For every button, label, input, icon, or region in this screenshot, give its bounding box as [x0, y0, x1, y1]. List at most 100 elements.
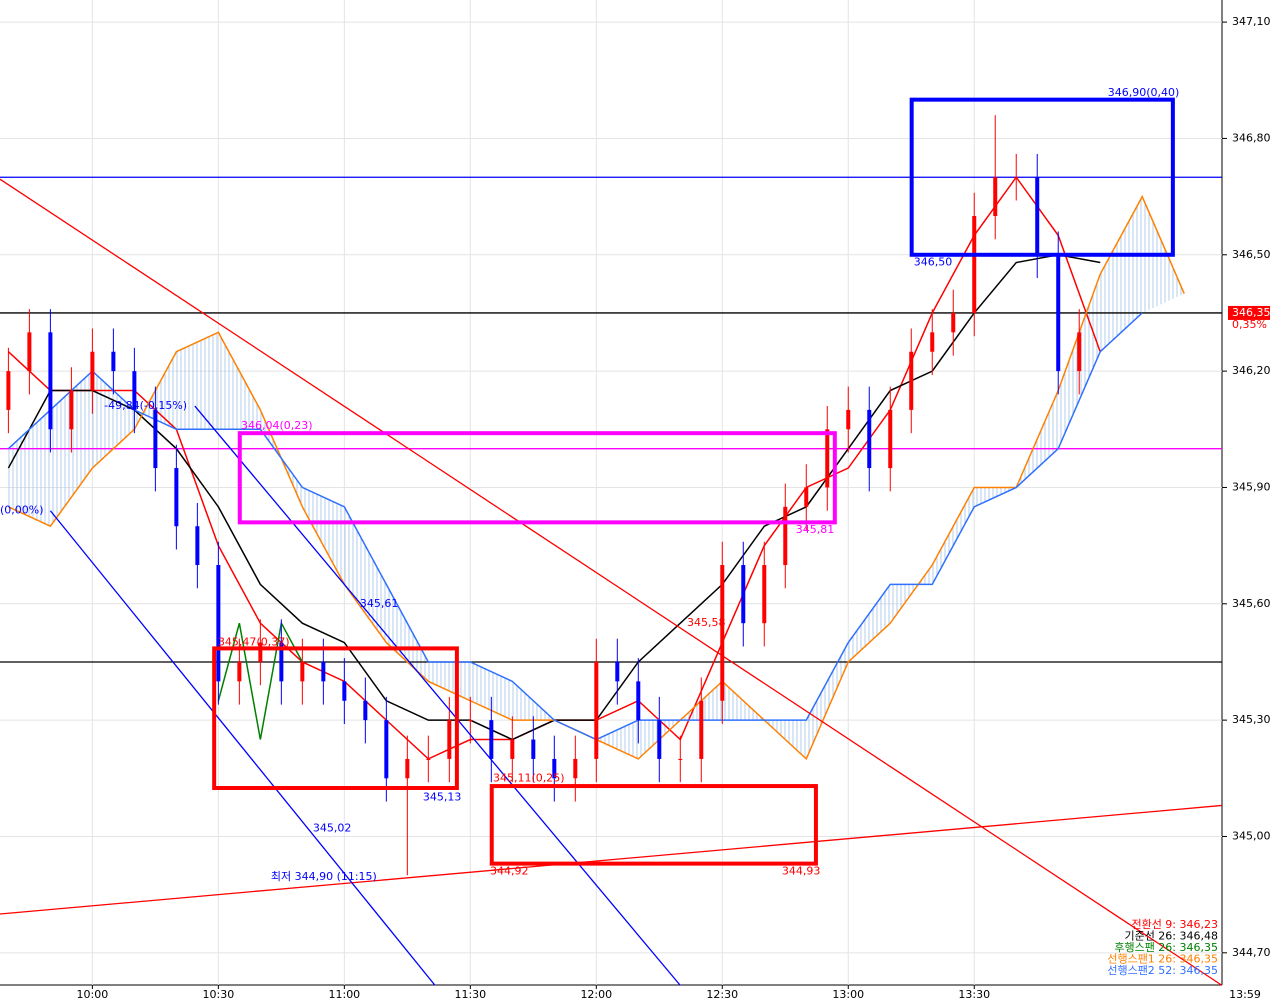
box: [489, 784, 818, 866]
annotation: 345,58: [687, 616, 726, 629]
cloud: [8, 196, 1185, 759]
candle-body: [699, 700, 704, 759]
legend-entry: 기준선 26: 346,48: [1124, 930, 1218, 943]
candle-body: [825, 429, 830, 488]
candle-body: [636, 681, 641, 721]
candle-body: [741, 565, 746, 624]
candle-body: [552, 758, 557, 779]
x-tick-label: 10:00: [77, 988, 109, 1001]
legend-entry: 후행스팬 26: 346,35: [1114, 941, 1218, 954]
y-tick-label: 345,90: [1232, 480, 1270, 493]
candle-body: [594, 661, 599, 759]
candle-body: [657, 720, 662, 759]
candle-body: [1014, 177, 1019, 179]
annotation: 345,02: [313, 822, 352, 835]
annotation: 344,93: [782, 864, 821, 877]
x-tick-label: 10:30: [203, 988, 235, 1001]
candle-body: [1077, 332, 1082, 372]
candle-body: [1056, 254, 1061, 372]
price-tag-label: 346,35: [1232, 306, 1270, 319]
candle-body: [90, 351, 95, 391]
candle-body: [783, 506, 788, 566]
candle-body: [258, 642, 263, 662]
time-label: 13:59: [1229, 988, 1261, 1001]
box: [909, 97, 1175, 257]
candle-body: [510, 739, 515, 759]
y-tick-label: 346,80: [1232, 131, 1270, 144]
candle-body: [69, 390, 74, 430]
annotation: 346,90(0,40): [1108, 86, 1180, 99]
y-tick-label: 347,10: [1232, 15, 1270, 28]
candle-body: [972, 216, 977, 313]
candle-body: [426, 758, 431, 760]
annotation: -49,84(-0,15%): [104, 399, 187, 412]
box: [237, 431, 837, 525]
x-tick-label: 11:00: [328, 988, 360, 1001]
legend-entry: 선행스팬1 26: 346,35: [1107, 953, 1218, 966]
candle-body: [468, 720, 473, 722]
annotation: 346,04(0,23): [241, 419, 313, 432]
y-tick-label: 346,20: [1232, 364, 1270, 377]
y-tick-label: 345,00: [1232, 829, 1270, 842]
candle-body: [384, 720, 389, 779]
annotation: 345,61: [360, 597, 399, 610]
annotation: 345,11(0,25): [493, 771, 565, 784]
y-tick-label: 346,50: [1232, 248, 1270, 261]
candle-body: [615, 661, 620, 682]
annotation: 345,47(0,37): [218, 636, 290, 649]
candle-body: [195, 526, 200, 566]
annotation: 최저 344,90 (11:15): [271, 870, 377, 883]
annotation: (0,00%): [0, 504, 44, 517]
y-tick-label: 345,30: [1232, 713, 1270, 726]
candle-body: [447, 720, 452, 759]
candle-body: [237, 661, 242, 682]
candle-body: [321, 661, 326, 682]
candle-body: [111, 351, 116, 372]
x-tick-label: 11:30: [454, 988, 486, 1001]
plot-area: [0, 0, 1222, 985]
y-tick-label: 344,70: [1232, 946, 1270, 959]
x-tick-label: 13:30: [958, 988, 990, 1001]
candle-body: [930, 332, 935, 352]
legend-entry: 전환선 9: 346,23: [1131, 918, 1218, 931]
trend-line: [0, 804, 1223, 915]
candle-body: [888, 409, 893, 469]
trend-line: [194, 405, 681, 986]
box: [212, 646, 459, 790]
candle-body: [1035, 177, 1040, 255]
legend-entry: 선행스팬2 52: 346,35: [1107, 964, 1218, 977]
trend-line: [0, 178, 1223, 986]
x-tick-label: 12:30: [706, 988, 738, 1001]
candle-body: [48, 332, 53, 430]
candle-body: [909, 351, 914, 410]
candle-body: [342, 681, 347, 701]
candle-body: [132, 371, 137, 410]
candle-body: [174, 468, 179, 527]
x-tick-label: 13:00: [832, 988, 864, 1001]
x-tick-label: 12:00: [580, 988, 612, 1001]
annotation: 345,13: [423, 791, 462, 804]
candle-body: [720, 565, 725, 701]
candle-body: [951, 312, 956, 333]
candle-body: [804, 487, 809, 507]
candle-body: [678, 758, 683, 760]
candle-body: [300, 661, 305, 682]
price-tag: [1228, 305, 1270, 320]
annotation: 346,50: [914, 256, 953, 269]
candle-body: [993, 177, 998, 217]
y-tick-label: 345,60: [1232, 597, 1270, 610]
candle-body: [27, 332, 32, 372]
candle-body: [531, 739, 536, 759]
candle-body: [489, 720, 494, 759]
candle-body: [153, 409, 158, 469]
candle-body: [6, 371, 11, 410]
candle-body: [573, 758, 578, 779]
indicator-line: [7, 312, 1143, 741]
annotation: 344,92: [490, 864, 529, 877]
trend-line: [49, 510, 436, 986]
candle-body: [762, 565, 767, 624]
candle-body: [405, 758, 410, 779]
candle-body: [846, 409, 851, 430]
candle-body: [867, 409, 872, 469]
